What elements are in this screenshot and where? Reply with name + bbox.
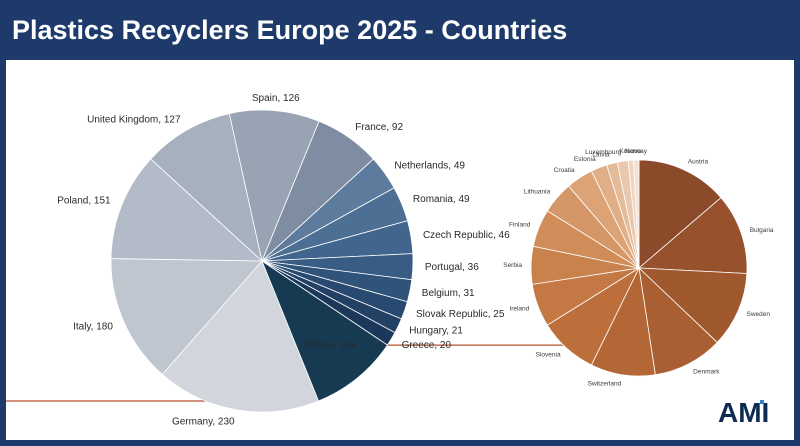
others-breakdown-pie: Austria Bulgaria Sweden Denmark Switzerland S… [503,148,774,388]
sub-label-norway: Norway [625,148,648,155]
main-slice-italy [110,258,263,375]
pie-charts: Germany, 230 Italy, 180 Poland, 151 United … [6,93,774,427]
main-label-poland: Poland, 151 [57,195,111,206]
main-slice-poland [110,158,264,262]
main-label-greece: Greece, 20 [402,340,452,351]
main-label-romania: Romania, 49 [413,194,470,205]
sub-label-kosovo: Kosovo [619,148,641,155]
sub-label-latvia: Latvia [592,151,610,158]
main-label-portugal: Portugal, 36 [425,262,479,273]
sub-label-denmark: Denmark [693,368,720,375]
main-label-slovak-republic: Slovak Republic, 25 [416,309,505,320]
sub-label-austria: Austria [688,158,709,165]
sub-slice-bulgaria [637,197,748,274]
main-pie: Germany, 230 Italy, 180 Poland, 151 United … [57,93,510,427]
ami-logo: AMI [718,397,769,426]
sub-slice-sweden [637,267,748,343]
main-label-united-kingdom: United Kingdom, 127 [87,114,181,125]
main-label-germany: Germany, 230 [172,416,235,427]
main-label-czech-republic: Czech Republic, 46 [423,230,510,241]
main-label-spain: Spain, 126 [252,93,300,104]
sub-label-serbia: Serbia [503,262,522,269]
main-label-france: France, 92 [355,122,403,133]
main-label-others: Others, 124 [304,340,357,351]
sub-slice-austria [638,159,722,269]
sub-label-luxembourg: Luxembourg [585,149,622,156]
sub-label-croatia: Croatia [554,167,575,174]
chart-panel: Germany, 230 Italy, 180 Poland, 151 United … [6,60,794,440]
sub-label-sweden: Sweden [747,311,771,318]
main-slice-germany [161,260,320,413]
main-slice-spain [228,109,320,263]
sub-label-slovenia: Slovenia [536,352,561,359]
sub-slice-denmark [638,266,718,376]
sub-slice-norway [633,159,640,269]
sub-label-finland: Finland [509,221,531,228]
sub-label-bulgaria: Bulgaria [750,227,774,234]
page-title: Plastics Recyclers Europe 2025 - Countri… [12,15,568,45]
main-slice-others [261,259,388,402]
main-label-italy: Italy, 180 [73,322,113,333]
sub-label-switzerland: Switzerland [588,380,622,387]
main-slice-united-kingdom [150,113,263,263]
main-label-netherlands: Netherlands, 49 [394,161,465,172]
main-label-hungary: Hungary, 21 [409,326,463,337]
sub-label-estonia: Estonia [574,156,596,163]
sub-label-lithuania: Lithuania [524,189,551,196]
main-label-belgium: Belgium, 31 [422,288,475,299]
sub-label-ireland: Ireland [509,305,529,312]
